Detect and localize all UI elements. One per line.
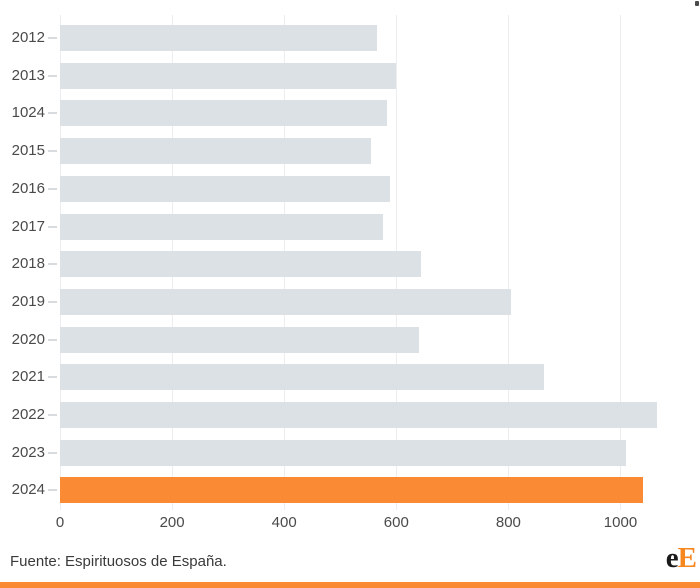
y-axis-label-2018: 2018: [11, 255, 45, 273]
y-axis-tick-2019: [48, 300, 57, 303]
bar-2021[interactable]: [60, 364, 545, 391]
y-axis-tick-2015: [48, 150, 57, 153]
y-axis-label-2017: 2017: [11, 217, 45, 235]
source-text: Fuente: Espirituosos de España.: [10, 553, 227, 570]
brand-logo-e-upper: E: [677, 542, 697, 574]
y-axis-tick-2018: [48, 263, 57, 266]
corner-artifact: [695, 1, 699, 6]
bar-2012[interactable]: [60, 25, 377, 51]
x-axis-tick-label-0: 0: [55, 514, 65, 531]
bar-2024[interactable]: [60, 477, 644, 504]
x-axis-tick-label-600: 600: [383, 514, 409, 531]
brand-logo[interactable]: eE: [665, 542, 697, 574]
y-axis-label-2023: 2023: [11, 443, 45, 461]
y-axis-tick-2012: [48, 37, 57, 39]
y-axis-tick-2022: [48, 414, 57, 416]
bar-2013[interactable]: [60, 62, 397, 89]
brand-logo-e-lower: e: [665, 542, 679, 574]
y-axis-label-2015: 2015: [11, 142, 45, 160]
y-axis-label-2016: 2016: [11, 179, 45, 197]
y-axis-label-2024: 2024: [11, 481, 45, 499]
bar-2022[interactable]: [60, 402, 658, 428]
y-axis-tick-2017: [48, 225, 57, 228]
y-axis-tick-1024: [48, 112, 57, 115]
bar-2020[interactable]: [60, 326, 420, 353]
bar-2017[interactable]: [60, 213, 383, 240]
x-axis-tick-label-800: 800: [495, 514, 521, 531]
bar-2015[interactable]: [60, 138, 372, 165]
y-axis-label-2021: 2021: [11, 368, 45, 386]
gridline-x-1000: [620, 15, 622, 510]
bar-2018[interactable]: [60, 251, 421, 278]
bar-2023[interactable]: [60, 439, 627, 466]
y-axis-label-1024: 1024: [11, 104, 45, 122]
plot-area: 0 200 400 600 800 1000 2012 2013 1024 2015 2016 201…: [11, 15, 658, 531]
x-axis-tick-label-400: 400: [271, 514, 297, 531]
y-axis-tick-2023: [48, 451, 57, 454]
y-axis-tick-2021: [48, 376, 57, 379]
y-axis-tick-2024: [48, 489, 57, 492]
y-axis-tick-2013: [48, 74, 57, 77]
y-axis-label-2013: 2013: [11, 66, 45, 84]
y-axis-label-2019: 2019: [11, 292, 45, 310]
y-axis-tick-2016: [48, 187, 57, 190]
y-axis-label-2012: 2012: [11, 29, 45, 46]
x-axis-tick-label-1000: 1000: [603, 514, 638, 531]
bar-2016[interactable]: [60, 175, 390, 202]
bottom-accent-bar: [0, 582, 700, 588]
x-axis-tick-label-200: 200: [159, 514, 185, 531]
y-axis-label-2022: 2022: [11, 406, 45, 423]
y-axis-label-2020: 2020: [11, 330, 45, 348]
y-axis-tick-2020: [48, 338, 57, 341]
gridline-x-800: [508, 15, 510, 510]
bar-1024[interactable]: [60, 100, 387, 127]
bar-2019[interactable]: [60, 288, 512, 315]
